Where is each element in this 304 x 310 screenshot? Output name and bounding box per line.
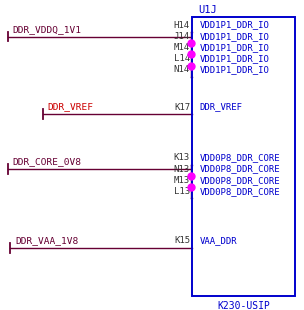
Text: N14: N14 xyxy=(174,65,190,74)
Text: M13: M13 xyxy=(174,176,190,185)
Text: L13: L13 xyxy=(174,187,190,196)
Text: N13: N13 xyxy=(174,165,190,174)
Text: VDD1P1_DDR_IO: VDD1P1_DDR_IO xyxy=(200,43,270,52)
Text: K13: K13 xyxy=(174,153,190,162)
Text: L14: L14 xyxy=(174,54,190,63)
Text: J14: J14 xyxy=(174,32,190,41)
Text: M14: M14 xyxy=(174,43,190,52)
Text: VDD0P8_DDR_CORE: VDD0P8_DDR_CORE xyxy=(200,176,280,185)
Text: U1J: U1J xyxy=(198,5,217,15)
Text: VDD1P1_DDR_IO: VDD1P1_DDR_IO xyxy=(200,54,270,63)
Text: DDR_CORE_0V8: DDR_CORE_0V8 xyxy=(12,157,81,166)
Text: VDD1P1_DDR_IO: VDD1P1_DDR_IO xyxy=(200,65,270,74)
Text: VDD0P8_DDR_CORE: VDD0P8_DDR_CORE xyxy=(200,165,280,174)
Text: DDR_VDDQ_1V1: DDR_VDDQ_1V1 xyxy=(12,25,81,34)
Bar xyxy=(192,17,295,296)
Text: VDD1P1_DDR_IO: VDD1P1_DDR_IO xyxy=(200,32,270,41)
Text: K15: K15 xyxy=(174,236,191,245)
Text: VDD0P8_DDR_CORE: VDD0P8_DDR_CORE xyxy=(200,187,280,196)
Text: VAA_DDR: VAA_DDR xyxy=(200,236,237,245)
Text: K17: K17 xyxy=(174,103,191,112)
Text: K230-USIP: K230-USIP xyxy=(217,301,270,310)
Text: H14: H14 xyxy=(174,20,190,29)
Text: DDR_VAA_1V8: DDR_VAA_1V8 xyxy=(15,236,78,245)
Text: VDD1P1_DDR_IO: VDD1P1_DDR_IO xyxy=(200,20,270,29)
Text: DDR_VREF: DDR_VREF xyxy=(200,103,243,112)
Text: DDR_VREF: DDR_VREF xyxy=(48,103,94,112)
Text: VDD0P8_DDR_CORE: VDD0P8_DDR_CORE xyxy=(200,153,280,162)
